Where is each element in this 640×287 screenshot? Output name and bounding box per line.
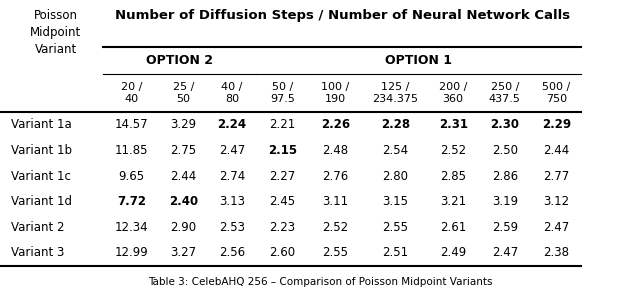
Text: 2.48: 2.48: [323, 144, 349, 157]
Text: 2.61: 2.61: [440, 221, 467, 234]
Text: 2.54: 2.54: [383, 144, 408, 157]
Text: 7.72: 7.72: [117, 195, 146, 208]
Text: 2.90: 2.90: [171, 221, 196, 234]
Text: 200 /
360: 200 / 360: [439, 82, 467, 104]
Text: 2.40: 2.40: [169, 195, 198, 208]
Text: 11.85: 11.85: [115, 144, 148, 157]
Text: 2.59: 2.59: [492, 221, 518, 234]
Text: 2.49: 2.49: [440, 247, 467, 259]
Text: 2.44: 2.44: [543, 144, 570, 157]
Text: 100 /
190: 100 / 190: [321, 82, 349, 104]
Text: 3.27: 3.27: [171, 247, 196, 259]
Text: 2.30: 2.30: [490, 118, 519, 131]
Text: 9.65: 9.65: [118, 170, 145, 183]
Text: Table 3: CelebAHQ 256 – Comparison of Poisson Midpoint Variants: Table 3: CelebAHQ 256 – Comparison of Po…: [148, 277, 492, 287]
Text: 2.86: 2.86: [492, 170, 518, 183]
Text: Number of Diffusion Steps / Number of Neural Network Calls: Number of Diffusion Steps / Number of Ne…: [115, 9, 570, 22]
Text: 3.12: 3.12: [543, 195, 570, 208]
Text: 2.50: 2.50: [492, 144, 518, 157]
Text: 25 /
50: 25 / 50: [173, 82, 195, 104]
Text: 2.29: 2.29: [542, 118, 571, 131]
Text: 2.45: 2.45: [269, 195, 296, 208]
Text: 3.21: 3.21: [440, 195, 467, 208]
Text: 125 /
234.375: 125 / 234.375: [372, 82, 419, 104]
Text: Poisson
Midpoint
Variant: Poisson Midpoint Variant: [30, 9, 81, 57]
Text: 12.34: 12.34: [115, 221, 148, 234]
Text: 2.80: 2.80: [383, 170, 408, 183]
Text: 2.47: 2.47: [492, 247, 518, 259]
Text: 3.19: 3.19: [492, 195, 518, 208]
Text: 2.44: 2.44: [170, 170, 196, 183]
Text: 50 /
97.5: 50 / 97.5: [270, 82, 295, 104]
Text: 12.99: 12.99: [115, 247, 148, 259]
Text: OPTION 1: OPTION 1: [385, 54, 452, 67]
Text: 20 /
40: 20 / 40: [121, 82, 142, 104]
Text: Variant 1b: Variant 1b: [11, 144, 72, 157]
Text: Variant 1c: Variant 1c: [11, 170, 71, 183]
Text: Variant 1a: Variant 1a: [11, 118, 72, 131]
Text: 2.56: 2.56: [219, 247, 245, 259]
Text: 2.27: 2.27: [269, 170, 296, 183]
Text: 2.38: 2.38: [543, 247, 570, 259]
Text: 2.77: 2.77: [543, 170, 570, 183]
Text: 2.47: 2.47: [543, 221, 570, 234]
Text: 2.51: 2.51: [383, 247, 408, 259]
Text: 500 /
750: 500 / 750: [542, 82, 570, 104]
Text: Variant 1d: Variant 1d: [11, 195, 72, 208]
Text: 3.15: 3.15: [383, 195, 408, 208]
Text: 2.47: 2.47: [219, 144, 245, 157]
Text: 3.13: 3.13: [219, 195, 245, 208]
Text: 2.21: 2.21: [269, 118, 296, 131]
Text: 3.29: 3.29: [171, 118, 196, 131]
Text: Variant 2: Variant 2: [11, 221, 65, 234]
Text: 40 /
80: 40 / 80: [221, 82, 243, 104]
Text: 2.52: 2.52: [440, 144, 467, 157]
Text: 2.15: 2.15: [268, 144, 297, 157]
Text: 2.85: 2.85: [440, 170, 466, 183]
Text: 2.52: 2.52: [323, 221, 349, 234]
Text: OPTION 2: OPTION 2: [147, 54, 213, 67]
Text: 2.60: 2.60: [269, 247, 296, 259]
Text: 2.31: 2.31: [438, 118, 468, 131]
Text: 2.53: 2.53: [219, 221, 245, 234]
Text: 2.24: 2.24: [218, 118, 246, 131]
Text: 2.76: 2.76: [323, 170, 349, 183]
Text: 2.26: 2.26: [321, 118, 350, 131]
Text: 2.75: 2.75: [171, 144, 196, 157]
Text: 2.55: 2.55: [323, 247, 349, 259]
Text: 3.11: 3.11: [323, 195, 349, 208]
Text: 2.55: 2.55: [383, 221, 408, 234]
Text: 2.23: 2.23: [269, 221, 296, 234]
Text: 2.74: 2.74: [219, 170, 245, 183]
Text: 2.28: 2.28: [381, 118, 410, 131]
Text: 250 /
437.5: 250 / 437.5: [489, 82, 521, 104]
Text: Variant 3: Variant 3: [11, 247, 65, 259]
Text: 14.57: 14.57: [115, 118, 148, 131]
